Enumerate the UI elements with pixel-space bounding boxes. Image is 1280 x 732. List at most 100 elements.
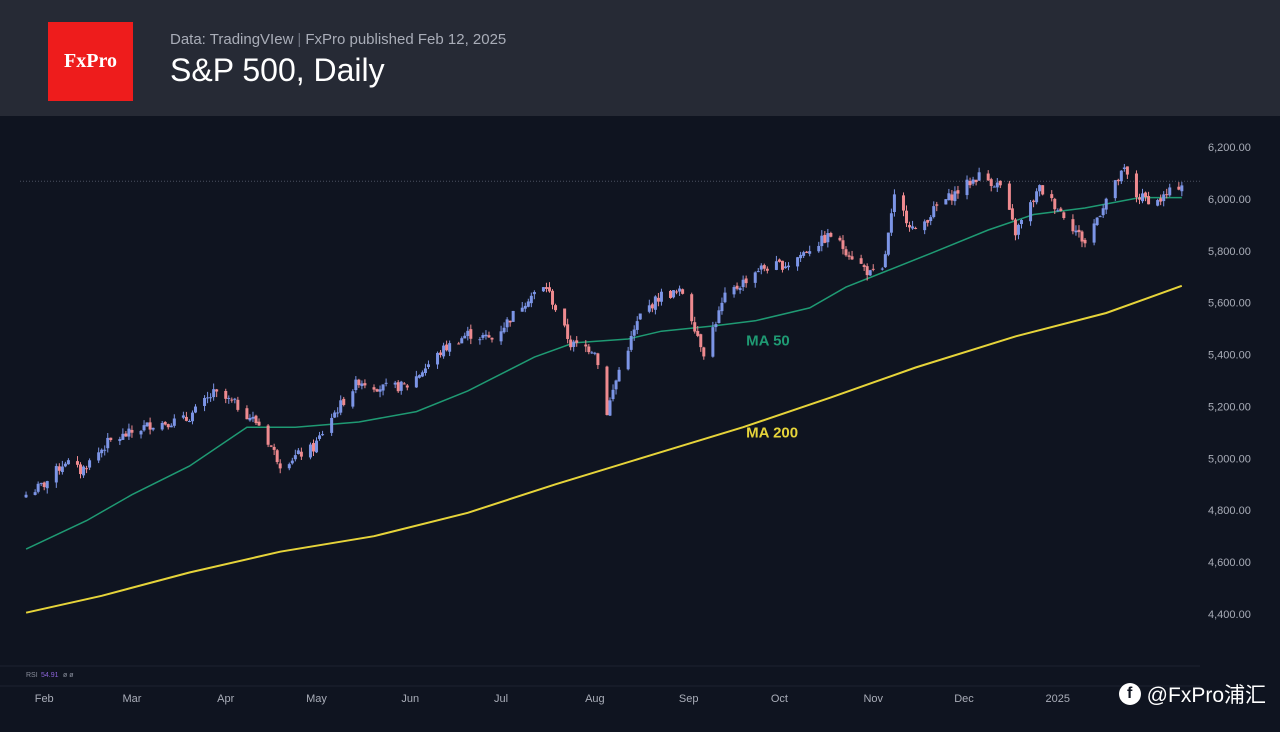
candle-body bbox=[420, 372, 424, 377]
candle-body bbox=[1137, 197, 1141, 200]
candle-body bbox=[103, 449, 107, 451]
candle-body bbox=[502, 327, 506, 333]
candle-body bbox=[808, 251, 812, 254]
candle-body bbox=[85, 468, 89, 470]
candle-body bbox=[402, 383, 406, 385]
candle-body bbox=[720, 302, 724, 312]
price-chart: 6,200.00 6,000.00 5,800.00 5,600.00 5,400.00… bbox=[0, 116, 1280, 732]
candle-body bbox=[299, 451, 303, 457]
candle-body bbox=[227, 397, 231, 399]
candle-body bbox=[632, 329, 636, 336]
candle-body bbox=[608, 400, 612, 416]
y-tick-label: 5,400.00 bbox=[1208, 350, 1251, 362]
candle-body bbox=[765, 268, 769, 271]
candle-body bbox=[759, 265, 763, 270]
candle-body bbox=[423, 368, 427, 374]
candle-body bbox=[448, 343, 452, 352]
candle-body bbox=[1098, 216, 1102, 218]
candle-body bbox=[865, 266, 869, 276]
candle-body bbox=[611, 389, 615, 400]
candle-body bbox=[203, 397, 207, 406]
candle-body bbox=[986, 173, 990, 181]
candle-body bbox=[42, 482, 46, 488]
candle-body bbox=[838, 237, 842, 241]
candle-body bbox=[499, 331, 503, 342]
candle-body bbox=[351, 391, 355, 407]
candle-body bbox=[1074, 230, 1078, 233]
candle-body bbox=[1071, 219, 1075, 232]
candle-body bbox=[478, 339, 482, 341]
candle-body bbox=[780, 260, 784, 270]
candle-body bbox=[330, 417, 334, 433]
candle-body bbox=[868, 270, 872, 276]
x-tick-label: Mar bbox=[122, 693, 141, 705]
candle-body bbox=[318, 435, 322, 439]
candle-body bbox=[342, 398, 346, 405]
candle-body bbox=[172, 418, 176, 426]
candle-body bbox=[490, 337, 494, 340]
candle-body bbox=[638, 313, 642, 320]
candle-body bbox=[121, 433, 125, 440]
candle-body bbox=[269, 445, 273, 447]
candle-body bbox=[142, 425, 146, 431]
candle-body bbox=[929, 217, 933, 222]
candle-body bbox=[629, 335, 633, 350]
candle-body bbox=[541, 287, 545, 292]
candle-body bbox=[469, 329, 473, 339]
y-tick-label: 5,600.00 bbox=[1208, 298, 1251, 310]
candle-body bbox=[130, 429, 134, 433]
candle-body bbox=[321, 434, 325, 436]
candle-body bbox=[287, 464, 291, 469]
candle-body bbox=[850, 256, 854, 260]
candle-body bbox=[989, 179, 993, 187]
candle-body bbox=[315, 440, 319, 453]
candle-body bbox=[375, 389, 379, 392]
candle-body bbox=[272, 446, 276, 450]
candle-body bbox=[892, 194, 896, 212]
candle-body bbox=[257, 421, 261, 426]
candle-body bbox=[1029, 202, 1033, 222]
candle-body bbox=[992, 186, 996, 188]
candle-body bbox=[384, 382, 388, 384]
candle-body bbox=[1104, 198, 1108, 210]
candle-body bbox=[193, 406, 197, 413]
candle-body bbox=[426, 364, 430, 368]
candle-body bbox=[829, 233, 833, 237]
y-tick-label: 5,800.00 bbox=[1208, 246, 1251, 258]
candle-body bbox=[1141, 193, 1145, 202]
candle-body bbox=[181, 415, 185, 418]
source-line: Data: TradingVIew | FxPro published Feb 12… bbox=[170, 31, 506, 48]
candle-body bbox=[699, 334, 703, 348]
candle-body bbox=[947, 193, 951, 201]
candles bbox=[24, 163, 1184, 499]
candle-body bbox=[965, 179, 969, 196]
candle-body bbox=[124, 433, 128, 437]
candle-body bbox=[460, 338, 464, 344]
data-source: Data: TradingVIew bbox=[170, 31, 294, 48]
candle-body bbox=[245, 408, 249, 420]
candle-body bbox=[275, 450, 279, 463]
candle-body bbox=[529, 295, 533, 304]
x-tick-label: Apr bbox=[217, 693, 234, 705]
candle-body bbox=[1038, 185, 1042, 192]
candle-body bbox=[995, 182, 999, 188]
candle-body bbox=[787, 265, 791, 268]
candle-body bbox=[248, 417, 252, 421]
x-tick-label: Jul bbox=[494, 693, 508, 705]
candle-body bbox=[732, 287, 736, 295]
candle-body bbox=[63, 463, 67, 467]
candle-body bbox=[463, 335, 467, 339]
candle-body bbox=[190, 412, 194, 422]
candle-body bbox=[60, 466, 64, 473]
candle-body bbox=[741, 279, 745, 288]
candle-body bbox=[148, 422, 152, 430]
x-tick-label: 2025 bbox=[1046, 693, 1070, 705]
candle-body bbox=[166, 424, 170, 428]
candle-body bbox=[118, 439, 122, 442]
candle-body bbox=[1016, 224, 1020, 235]
candle-body bbox=[566, 324, 570, 339]
candle-body bbox=[953, 191, 957, 202]
candle-body bbox=[33, 492, 37, 495]
candle-body bbox=[859, 258, 863, 264]
candle-body bbox=[1095, 217, 1099, 226]
